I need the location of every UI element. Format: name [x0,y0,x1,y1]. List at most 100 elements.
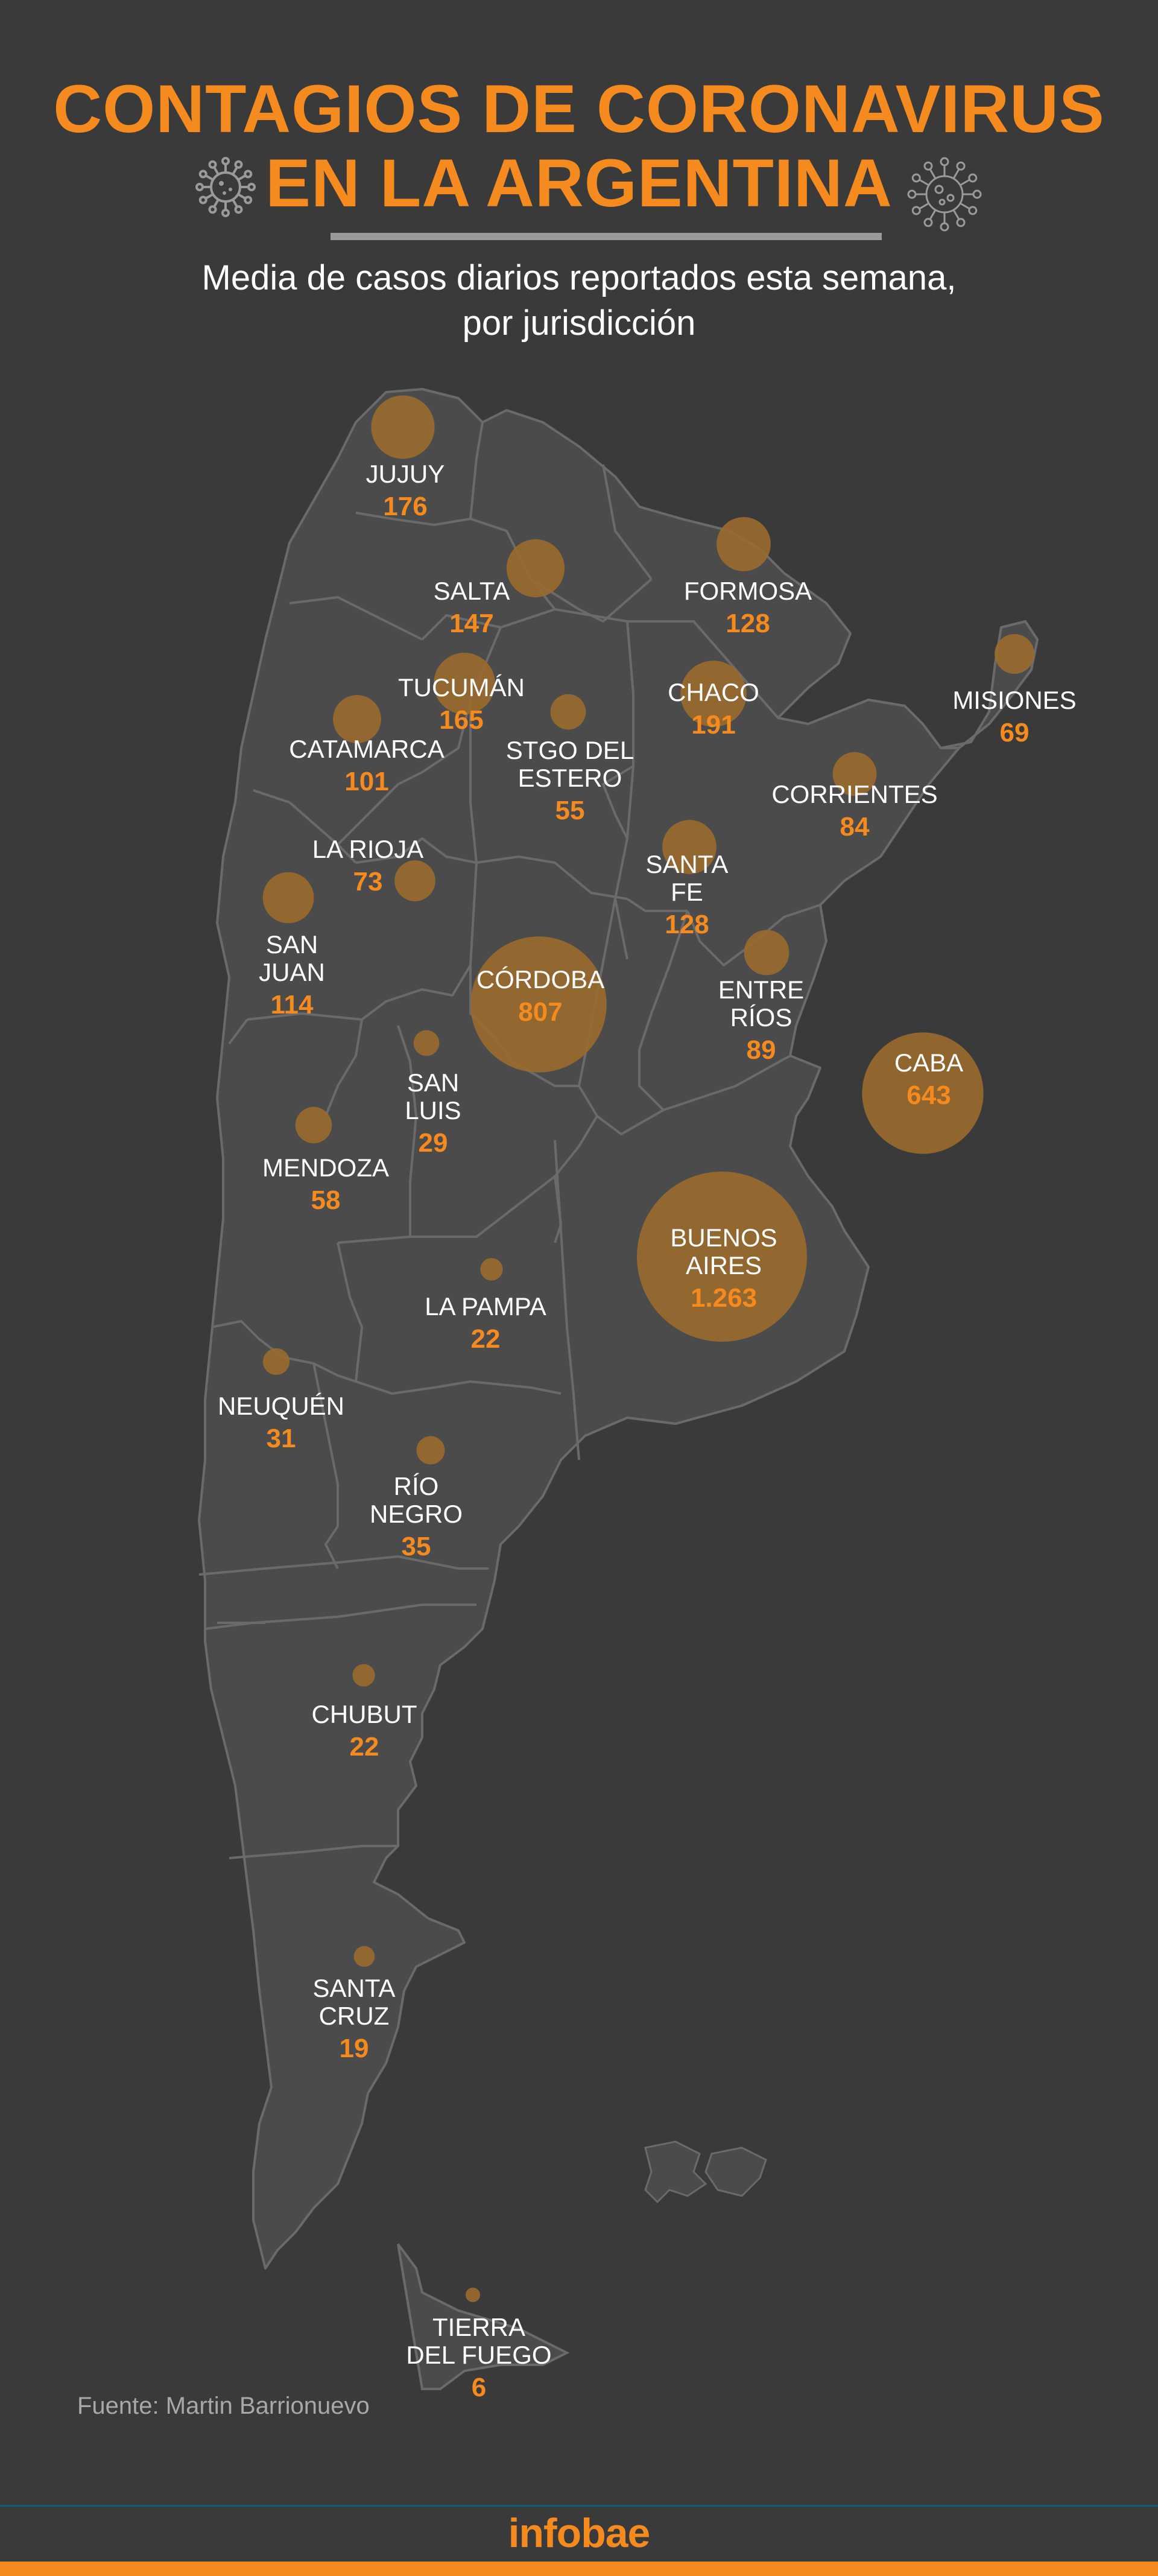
label-buenos-aires: BUENOS [670,1223,777,1252]
label-jujuy: JUJUY [366,460,445,488]
label-mendoza: MENDOZA [262,1153,389,1182]
value-tierra-del-fuego: 6 [472,2373,486,2402]
label-buenos-aires: AIRES [686,1251,762,1280]
value-la-pampa: 22 [471,1324,501,1354]
label-entre-rios: RÍOS [730,1003,793,1032]
title-line-2: EN LA ARGENTINA [265,145,893,221]
bubble-chaco [680,661,747,727]
label-san-juan: JUAN [259,958,325,986]
bubble-stgo-del-estero [550,694,586,730]
label-rio-negro: RÍO [394,1472,439,1500]
source-credit: Fuente: Martin Barrionuevo [77,2393,370,2419]
value-neuquen: 31 [267,1424,296,1453]
value-stgo-del-estero: 55 [555,796,585,825]
label-santa-fe: SANTA [646,850,729,878]
label-rio-negro: NEGRO [370,1500,463,1528]
label-entre-rios: ENTRE [718,976,804,1004]
value-mendoza: 58 [311,1185,341,1215]
label-corrientes: CORRIENTES [771,780,937,808]
label-la-rioja: LA RIOJA [312,835,423,863]
tierra-del-fuego-outline [397,2243,570,2390]
bubble-caba [862,1032,984,1154]
bubble-la-rioja [394,860,435,901]
virus-icon [907,157,982,232]
footer-divider [0,2505,1158,2507]
label-san-luis: SAN [407,1068,459,1097]
subtitle-line-1: Media de casos diarios reportados esta s… [201,258,957,297]
bubble-la-pampa [480,1258,503,1281]
label-santa-cruz: CRUZ [319,2002,390,2030]
value-san-luis: 29 [419,1128,448,1158]
label-cordoba: CÓRDOBA [476,965,604,994]
bubbles-layer [262,395,1034,2302]
bubble-san-luis [413,1030,440,1056]
label-santa-cruz: SANTA [313,1974,396,2002]
value-cordoba: 807 [518,997,562,1027]
label-tierra-del-fuego: DEL FUEGO [406,2341,551,2369]
label-formosa: FORMOSA [684,577,812,605]
label-stgo-del-estero: STGO DEL [506,736,634,764]
bubble-neuquen [262,1348,290,1375]
bubble-formosa [717,517,771,571]
value-entre-rios: 89 [747,1035,776,1065]
labels-layer: JUJUY 176 SALTA 147 FORMOSA 128 TUCUMÁN 165 CHAC… [218,460,1077,2402]
bubble-misiones [995,634,1034,674]
label-misiones: MISIONES [952,686,1076,714]
label-chaco: CHACO [668,678,759,706]
bubble-chubut [352,1664,375,1687]
value-buenos-aires: 1.263 [691,1283,757,1313]
bubble-san-juan [262,872,314,924]
subtitle-line-2: por jurisdicción [462,303,696,343]
label-salta: SALTA [434,577,510,605]
header: CONTAGIOS DE CORONAVIRUS EN LA ARGENTINA… [0,0,1158,374]
footer-bar [0,2562,1158,2576]
bubble-buenos-aires [637,1172,807,1342]
bubble-jujuy [371,395,435,459]
bubble-rio-negro [416,1436,445,1465]
bubble-cordoba [470,936,607,1073]
value-caba: 643 [906,1080,951,1110]
label-stgo-del-estero: ESTERO [518,764,622,792]
value-jujuy: 176 [383,492,427,521]
value-corrientes: 84 [840,812,870,842]
malvinas-islands [644,2140,767,2204]
title-line-1: CONTAGIOS DE CORONAVIRUS [53,71,1105,147]
value-san-juan: 114 [271,990,314,1020]
bubble-santa-fe [662,820,717,874]
title-divider [331,233,882,240]
bubble-mendoza [295,1106,332,1144]
value-santa-fe: 128 [665,910,709,939]
value-chaco: 191 [691,710,735,740]
province-borders [198,422,821,1859]
label-neuquen: NEUQUÉN [218,1392,344,1420]
value-rio-negro: 35 [402,1532,431,1561]
value-salta: 147 [449,609,493,638]
virus-icon [195,157,256,217]
value-misiones: 69 [1000,718,1030,747]
value-catamarca: 101 [344,767,388,796]
bubble-tucuman [434,653,495,714]
value-santa-cruz: 19 [340,2034,369,2063]
value-formosa: 128 [726,609,770,638]
bubble-santa-cruz [353,1946,375,1967]
brand-logo: infobae [508,2510,651,2556]
label-tierra-del-fuego: TIERRA [432,2313,525,2341]
mainland-outline [198,388,1039,2270]
label-chubut: CHUBUT [312,1700,417,1728]
bubble-tierra-del-fuego [466,2288,480,2302]
label-santa-fe: FE [671,878,703,906]
bubble-catamarca [333,695,381,743]
label-caba: CABA [894,1048,963,1077]
value-tucuman: 165 [439,705,483,735]
label-san-luis: LUIS [405,1096,461,1125]
bubble-entre-rios [744,930,789,976]
label-tucuman: TUCUMÁN [398,673,525,702]
label-catamarca: CATAMARCA [289,735,444,763]
bubble-salta [506,539,565,598]
label-la-pampa: LA PAMPA [425,1292,546,1321]
label-san-juan: SAN [266,930,318,959]
bubble-corrientes [832,752,877,796]
value-la-rioja: 73 [353,867,383,896]
value-chubut: 22 [350,1732,379,1762]
